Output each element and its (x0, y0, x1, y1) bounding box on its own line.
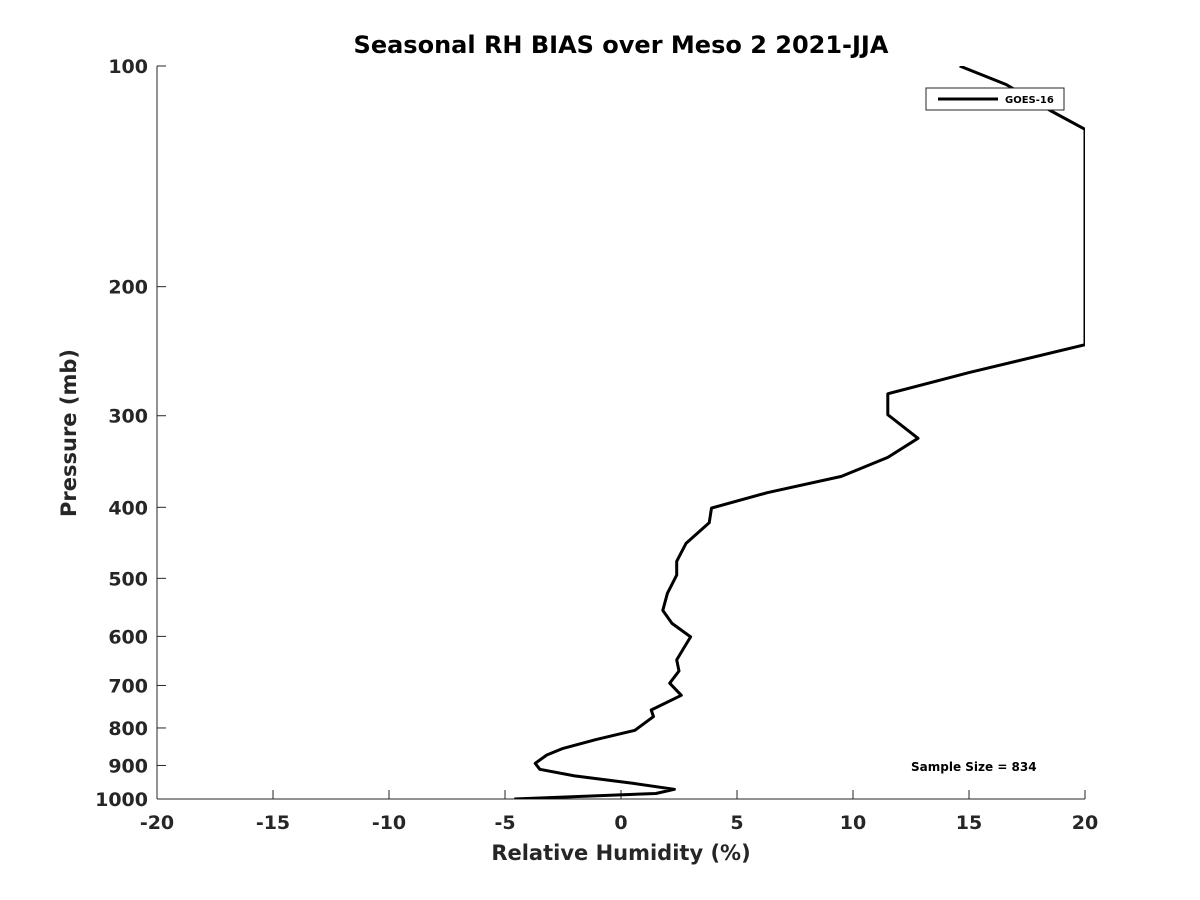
y-tick-label: 1000 (95, 789, 148, 811)
series-line-goes-16 (514, 66, 1085, 799)
y-tick-label: 200 (108, 277, 148, 299)
y-axis-label: Pressure (mb) (57, 349, 81, 517)
x-axis-label: Relative Humidity (%) (491, 841, 750, 865)
y-tick-label: 800 (108, 718, 148, 740)
legend: GOES-16 (925, 87, 1065, 111)
plot-area (514, 66, 1085, 799)
y-tick-label: 300 (108, 406, 148, 428)
y-axis-ticks: 100 200 300 400 500 600 700 800 900 1000 (95, 56, 166, 811)
chart-title: Seasonal RH BIAS over Meso 2 2021-JJA (354, 31, 889, 59)
y-tick-label: 100 (108, 56, 148, 78)
x-tick-label: -10 (372, 812, 406, 834)
legend-entry-goes-16: GOES-16 (1005, 95, 1054, 106)
y-tick-label: 700 (108, 675, 148, 697)
x-tick-label: -20 (140, 812, 174, 834)
y-tick-label: 400 (108, 497, 148, 519)
x-tick-label: 20 (1072, 812, 1098, 834)
x-axis-ticks: -20 -15 -10 -5 0 5 10 15 20 (140, 790, 1098, 834)
y-tick-label: 500 (108, 568, 148, 590)
x-tick-label: -5 (494, 812, 515, 834)
sample-size-annotation: Sample Size = 834 (911, 760, 1037, 774)
x-tick-label: 15 (956, 812, 982, 834)
y-tick-label: 900 (108, 755, 148, 777)
x-tick-label: -15 (256, 812, 290, 834)
x-tick-label: 10 (840, 812, 866, 834)
x-tick-label: 5 (730, 812, 743, 834)
x-tick-label: 0 (614, 812, 627, 834)
y-tick-label: 600 (108, 626, 148, 648)
